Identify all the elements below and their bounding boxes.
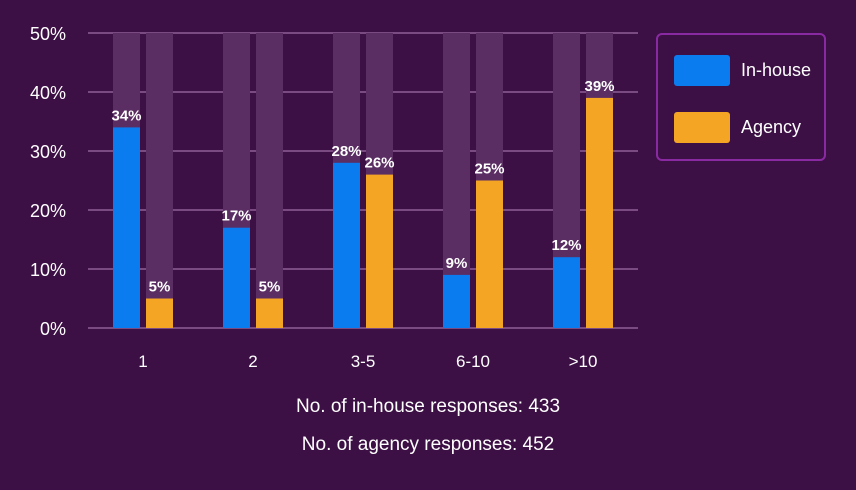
legend-label-in-house: In-house	[741, 60, 812, 80]
background-tracks	[113, 33, 613, 328]
bar-in-house-3-5	[333, 162, 360, 328]
data-labels: 34% 5% 17% 5% 28%26% 9% 25% 12% 39%	[111, 78, 614, 296]
legend-swatch-in-house	[674, 55, 730, 86]
x-tick-label: 2	[248, 352, 257, 371]
gridlines	[88, 32, 638, 329]
bar-track	[146, 33, 173, 328]
data-label: 9%	[446, 255, 468, 272]
data-label: 12%	[551, 237, 581, 254]
bar-agency-10	[586, 97, 613, 329]
data-label: 34%	[111, 107, 141, 124]
x-tick-label: 6-10	[456, 352, 490, 371]
x-tick-label: 1	[138, 352, 147, 371]
agency-responses-note: No. of agency responses: 452	[301, 434, 555, 455]
y-axis-ticks: 0% 10% 20% 30% 40% 50%	[30, 24, 66, 339]
legend-label-agency: Agency	[741, 117, 802, 137]
y-tick-label: 50%	[30, 24, 66, 44]
data-label: 17%	[221, 208, 251, 225]
bars	[113, 97, 613, 329]
data-label: 5%	[259, 279, 281, 296]
legend-swatch-agency	[674, 112, 730, 143]
data-label: 26%	[364, 155, 394, 172]
legend: In-house Agency	[656, 33, 826, 161]
bar-in-house-1	[113, 127, 140, 329]
y-tick-label: 20%	[30, 201, 66, 221]
bar-in-house-6-10	[443, 274, 470, 328]
bar-agency-1	[146, 298, 173, 328]
data-label: 28%	[331, 143, 361, 160]
data-label: 39%	[584, 78, 614, 95]
legend-item-in-house: In-house	[674, 55, 811, 86]
bar-agency-3-5	[366, 174, 393, 328]
y-tick-label: 30%	[30, 142, 66, 162]
bar-agency-2	[256, 298, 283, 328]
data-label: 25%	[474, 161, 504, 178]
y-tick-label: 40%	[30, 83, 66, 103]
x-tick-label: >10	[569, 352, 598, 371]
legend-item-agency: Agency	[674, 112, 801, 143]
x-tick-label: 3-5	[351, 352, 376, 371]
bar-track	[256, 33, 283, 328]
bar-in-house-10	[553, 257, 580, 328]
data-label: 5%	[149, 279, 171, 296]
y-tick-label: 0%	[40, 319, 66, 339]
bar-agency-6-10	[476, 180, 503, 328]
y-tick-label: 10%	[30, 260, 66, 280]
bar-in-house-2	[223, 227, 250, 328]
x-axis-ticks: 1 2 3-5 6-10 >10	[138, 352, 597, 371]
inhouse-responses-note: No. of in-house responses: 433	[295, 396, 561, 417]
